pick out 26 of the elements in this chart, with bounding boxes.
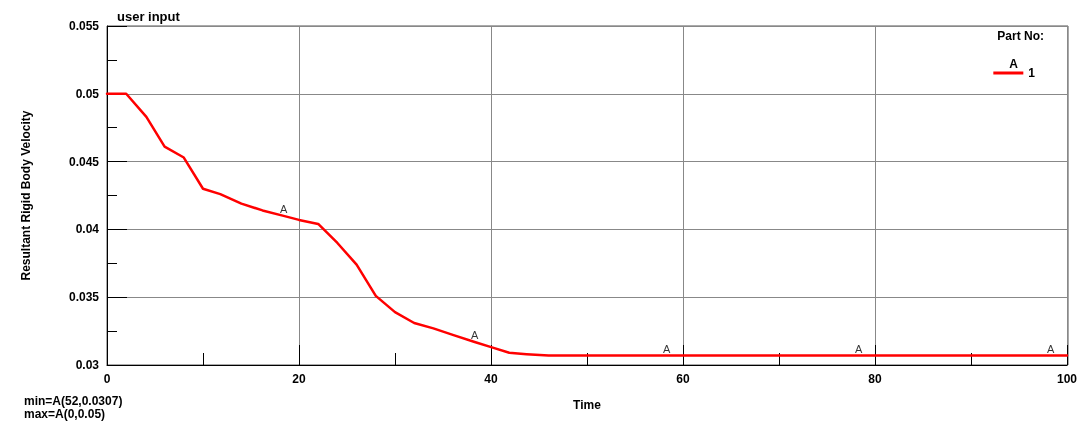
x-tick-label: 40 bbox=[484, 372, 498, 386]
y-tick-label: 0.03 bbox=[75, 358, 100, 372]
annotation: A bbox=[663, 343, 671, 356]
legend-title: Part No: bbox=[997, 29, 1044, 43]
x-axis-title: Time bbox=[573, 398, 602, 412]
text: min=A(52,0.0307) bbox=[24, 394, 123, 408]
x-tick-label: 0 bbox=[103, 372, 111, 386]
x-tick-label: 20 bbox=[292, 372, 306, 386]
y-tick-label: 0.045 bbox=[68, 154, 100, 169]
line-series bbox=[105, 92, 1069, 357]
legend-label: 1 bbox=[1028, 66, 1036, 80]
y-tick-label: 0.04 bbox=[75, 222, 100, 237]
y-tick-label: 0.035 bbox=[68, 290, 100, 305]
y-tick-label: 0.055 bbox=[68, 19, 100, 33]
text: max=A(0,0.05) bbox=[24, 407, 106, 421]
y-tick-label: 0.05 bbox=[75, 86, 100, 101]
x-tick-label: 100 bbox=[1056, 372, 1078, 386]
y-axis-title: Resultant Rigid Body Velocity bbox=[19, 110, 33, 281]
x-tick-label: 80 bbox=[868, 372, 882, 386]
text: A bbox=[1009, 57, 1019, 71]
annotation: A bbox=[855, 343, 863, 356]
x-tick-label: 60 bbox=[676, 372, 690, 386]
annotation: A bbox=[279, 203, 288, 216]
annotation: A bbox=[471, 329, 479, 342]
annotation: A bbox=[1047, 343, 1055, 356]
chart-title: user input bbox=[117, 9, 181, 24]
